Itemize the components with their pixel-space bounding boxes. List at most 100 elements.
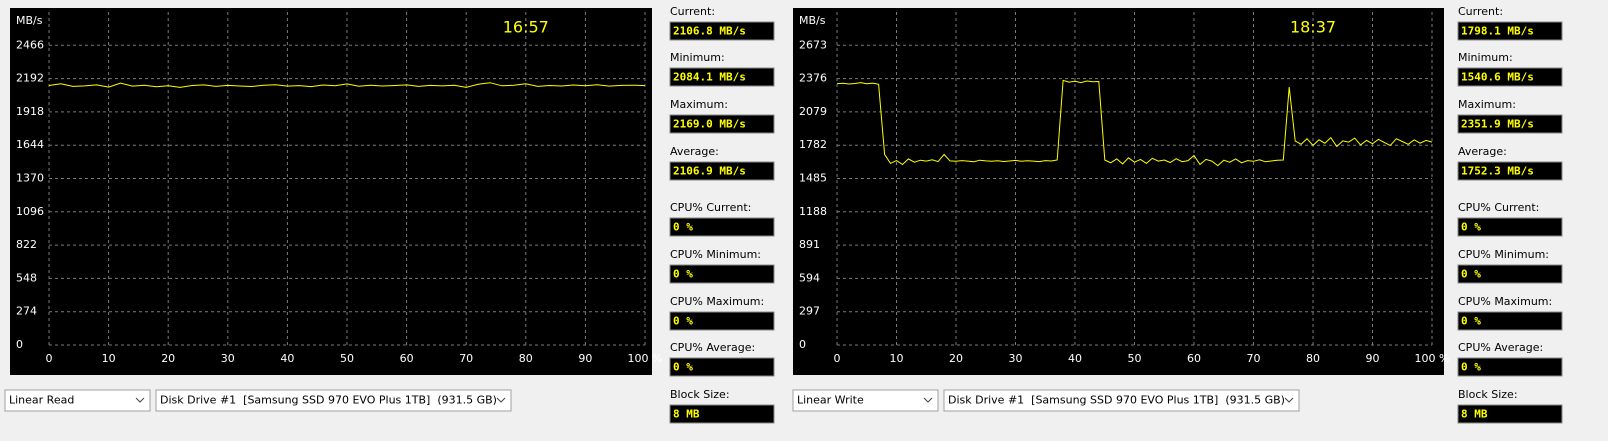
stat-value: 2106.9 MB/s	[673, 165, 746, 178]
stat-box	[669, 161, 775, 181]
stat-label: CPU% Maximum:	[1458, 295, 1552, 308]
y-tick-label: 297	[799, 305, 820, 318]
stat-label: CPU% Average:	[1458, 341, 1543, 354]
x-tick-label: 0	[46, 352, 53, 365]
drive-dropdown-arrow	[1284, 397, 1294, 403]
y-tick-label: 2466	[16, 38, 44, 51]
test-dropdown-text: Linear Read	[9, 394, 74, 407]
stat-box	[669, 357, 775, 377]
stat-box	[669, 114, 775, 134]
stat-box	[669, 217, 775, 237]
stat-box	[669, 264, 775, 284]
stat-value: 2351.9 MB/s	[1461, 118, 1534, 131]
stat-box	[669, 311, 775, 331]
x-tick-label: 20	[949, 352, 963, 365]
stat-value: 8 MB	[1461, 408, 1488, 421]
stat-value: 0 %	[1461, 221, 1481, 234]
stat-label: Current:	[1458, 5, 1503, 18]
x-tick-label: 60	[400, 352, 414, 365]
stat-value: 0 %	[673, 315, 693, 328]
y-tick-label: 2079	[799, 105, 827, 118]
stat-value: 0 %	[673, 221, 693, 234]
y-axis-label: MB/s	[16, 14, 43, 27]
y-tick-label: 1096	[16, 205, 44, 218]
stat-label: CPU% Minimum:	[670, 248, 761, 261]
stat-value: 1752.3 MB/s	[1461, 165, 1534, 178]
stat-box	[669, 21, 775, 41]
stat-label: Maximum:	[670, 98, 728, 111]
stat-label: Average:	[1458, 145, 1507, 158]
stat-value: 8 MB	[673, 408, 700, 421]
x-tick-label: 40	[1068, 352, 1082, 365]
y-tick-label: 1644	[16, 138, 44, 151]
stat-label: CPU% Minimum:	[1458, 248, 1549, 261]
stat-box	[669, 67, 775, 87]
stat-label: CPU% Average:	[670, 341, 755, 354]
stat-label: Minimum:	[1458, 51, 1513, 64]
stat-label: Maximum:	[1458, 98, 1516, 111]
stat-label: Block Size:	[1458, 388, 1518, 401]
stat-label: Current:	[670, 5, 715, 18]
test-dropdown[interactable]	[792, 389, 939, 412]
x-tick-label: 100 %	[628, 352, 663, 365]
time-label: 18:37	[1290, 18, 1336, 37]
stat-label: Block Size:	[670, 388, 730, 401]
stat-box	[1457, 264, 1563, 284]
stat-value: 2106.8 MB/s	[673, 25, 746, 38]
stat-value: 1798.1 MB/s	[1461, 25, 1534, 38]
drive-dropdown-text: Disk Drive #1 [Samsung SSD 970 EVO Plus …	[948, 394, 1285, 407]
y-tick-label: 1485	[799, 172, 827, 185]
x-tick-label: 30	[221, 352, 235, 365]
stat-box	[1457, 357, 1563, 377]
x-tick-label: 70	[1247, 352, 1261, 365]
speed-line	[836, 79, 1433, 167]
test-dropdown-text: Linear Write	[797, 394, 864, 407]
stat-value: 2169.0 MB/s	[673, 118, 746, 131]
y-tick-label: 1188	[799, 205, 827, 218]
stat-value: 2084.1 MB/s	[673, 71, 746, 84]
y-tick-label: 2192	[16, 72, 44, 85]
y-tick-label: 1782	[799, 138, 827, 151]
drive-dropdown[interactable]	[155, 389, 512, 412]
stat-label: CPU% Maximum:	[670, 295, 764, 308]
stat-value: 0 %	[1461, 361, 1481, 374]
stat-label: CPU% Current:	[1458, 201, 1539, 214]
y-tick-label: 1918	[16, 105, 44, 118]
x-tick-label: 60	[1187, 352, 1201, 365]
stat-label: CPU% Current:	[670, 201, 751, 214]
stat-label: Minimum:	[670, 51, 725, 64]
y-tick-label: 822	[16, 238, 37, 251]
stat-box	[1457, 217, 1563, 237]
drive-dropdown-text: Disk Drive #1 [Samsung SSD 970 EVO Plus …	[160, 394, 497, 407]
stat-box	[1457, 67, 1563, 87]
y-tick-label: 594	[799, 271, 820, 284]
stat-label: Average:	[670, 145, 719, 158]
stat-value: 0 %	[673, 361, 693, 374]
x-tick-label: 90	[1366, 352, 1380, 365]
stat-value: 0 %	[1461, 268, 1481, 281]
x-tick-label: 50	[340, 352, 354, 365]
x-tick-label: 70	[459, 352, 473, 365]
y-tick-label: 0	[799, 338, 806, 351]
y-tick-label: 2376	[799, 72, 827, 85]
stat-box	[1457, 404, 1563, 424]
x-tick-label: 30	[1009, 352, 1023, 365]
drive-dropdown[interactable]	[943, 389, 1300, 412]
stat-box	[1457, 114, 1563, 134]
stat-value: 1540.6 MB/s	[1461, 71, 1534, 84]
y-tick-label: 0	[16, 338, 23, 351]
drive-dropdown-arrow	[496, 397, 506, 403]
y-tick-label: 2673	[799, 38, 827, 51]
test-dropdown-arrow	[923, 397, 933, 403]
test-dropdown-arrow	[135, 397, 145, 403]
x-tick-label: 10	[102, 352, 116, 365]
y-axis-label: MB/s	[799, 14, 826, 27]
stat-value: 0 %	[673, 268, 693, 281]
x-tick-label: 20	[161, 352, 175, 365]
x-tick-label: 40	[280, 352, 294, 365]
test-dropdown[interactable]	[4, 389, 151, 412]
x-tick-label: 10	[890, 352, 904, 365]
y-tick-label: 891	[799, 238, 820, 251]
x-tick-label: 50	[1128, 352, 1142, 365]
